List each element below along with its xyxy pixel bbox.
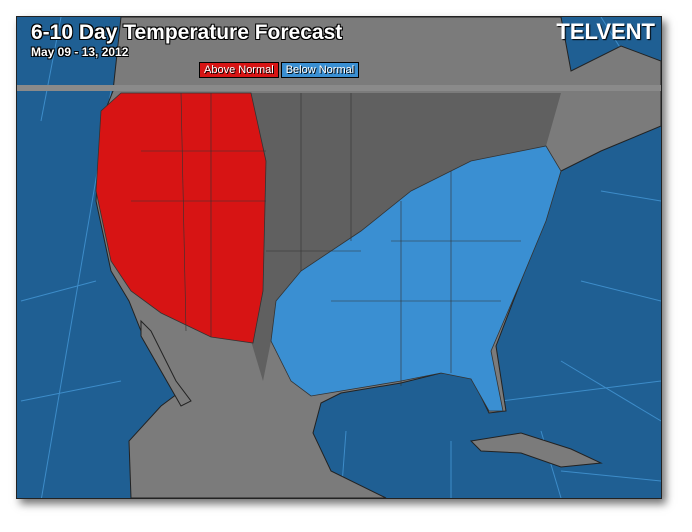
state-borders (131, 92, 521, 386)
telvent-logo: TELVENT (556, 19, 655, 44)
legend-above-normal: Above Normal (199, 62, 279, 78)
legend: Above Normal Below Normal (199, 62, 360, 78)
map-canvas (17, 17, 661, 498)
neutral-region (251, 93, 561, 381)
forecast-map: 6-10 Day Temperature Forecast May 09 - 1… (16, 16, 662, 499)
legend-below-normal: Below Normal (280, 62, 360, 78)
header-band (17, 85, 661, 91)
land-cuba (469, 432, 603, 468)
date-range: May 09 - 13, 2012 (31, 45, 129, 59)
above-normal-region (95, 92, 267, 344)
below-normal-region (270, 145, 562, 412)
page-title: 6-10 Day Temperature Forecast (31, 21, 343, 44)
land-baja (140, 319, 192, 407)
